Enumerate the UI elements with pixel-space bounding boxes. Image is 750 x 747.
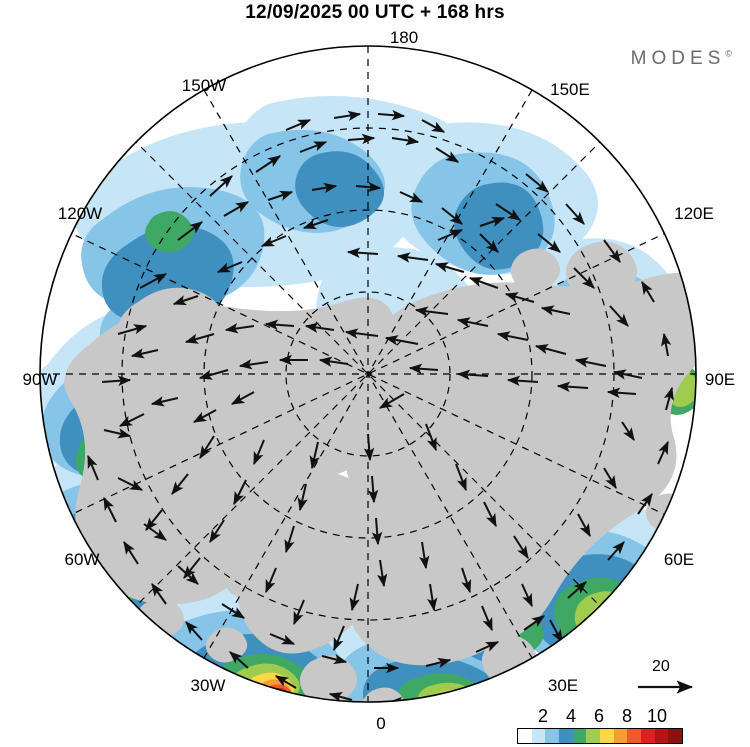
brand-text: MODES (630, 48, 726, 69)
lon-label-60W: 60W (64, 550, 100, 569)
page-title: 12/09/2025 00 UTC + 168 hrs (245, 2, 505, 23)
colorbar-swatch-1 (531, 729, 546, 743)
brand-logo: MODES© (631, 48, 732, 70)
lon-label-150E: 150E (550, 80, 590, 99)
wind-scale-value: 20 (652, 658, 670, 675)
wind-scale-legend: 20 (636, 658, 716, 702)
lon-label-150W: 150W (181, 76, 227, 95)
colorbar-tick-10: 10 (646, 706, 668, 726)
colorbar-swatch-2 (545, 729, 560, 743)
globe-outline (39, 45, 697, 703)
lon-label-120E: 120E (674, 204, 714, 223)
lon-label-30W: 30W (190, 676, 226, 695)
colorbar-swatch-7 (613, 729, 628, 743)
colorbar-tick-4: 4 (565, 706, 577, 726)
wind-scale-arrow-icon (638, 680, 694, 694)
colorbar-tick-2: 2 (537, 706, 549, 726)
lon-label-180: 180 (389, 28, 419, 47)
colorbar-swatch-3 (559, 729, 573, 743)
colorbar-swatch-0 (518, 729, 532, 743)
lon-label-30E: 30E (547, 676, 579, 695)
colorbar-tick-8: 8 (621, 706, 633, 726)
map-canvas[interactable]: 180 150W 120W 90W 60W 30W 0 30E 60E 90E … (18, 28, 736, 733)
colorbar-swatch-6 (600, 729, 614, 743)
colorbar-tick-6: 6 (593, 706, 605, 726)
colorbar-swatch-9 (641, 729, 655, 743)
colorbar-swatch-8 (627, 729, 642, 743)
lon-label-90E: 90E (704, 370, 736, 389)
colorbar-swatch-11 (668, 729, 683, 743)
lon-label-120W: 120W (57, 204, 103, 223)
wind-vectors (87, 109, 674, 702)
lon-label-90W: 90W (22, 370, 58, 389)
lon-label-0: 0 (376, 714, 386, 733)
colorbar[interactable]: 2 4 6 8 10 (517, 706, 683, 744)
colorbar-swatch-10 (654, 729, 669, 743)
lon-label-60E: 60E (663, 550, 695, 569)
colorbar-swatch-5 (586, 729, 601, 743)
colorbar-tick-labels: 2 4 6 8 10 (517, 706, 683, 728)
colorbar-swatches (517, 728, 683, 744)
colorbar-swatch-4 (572, 729, 587, 743)
copyright-icon: © (725, 48, 732, 59)
